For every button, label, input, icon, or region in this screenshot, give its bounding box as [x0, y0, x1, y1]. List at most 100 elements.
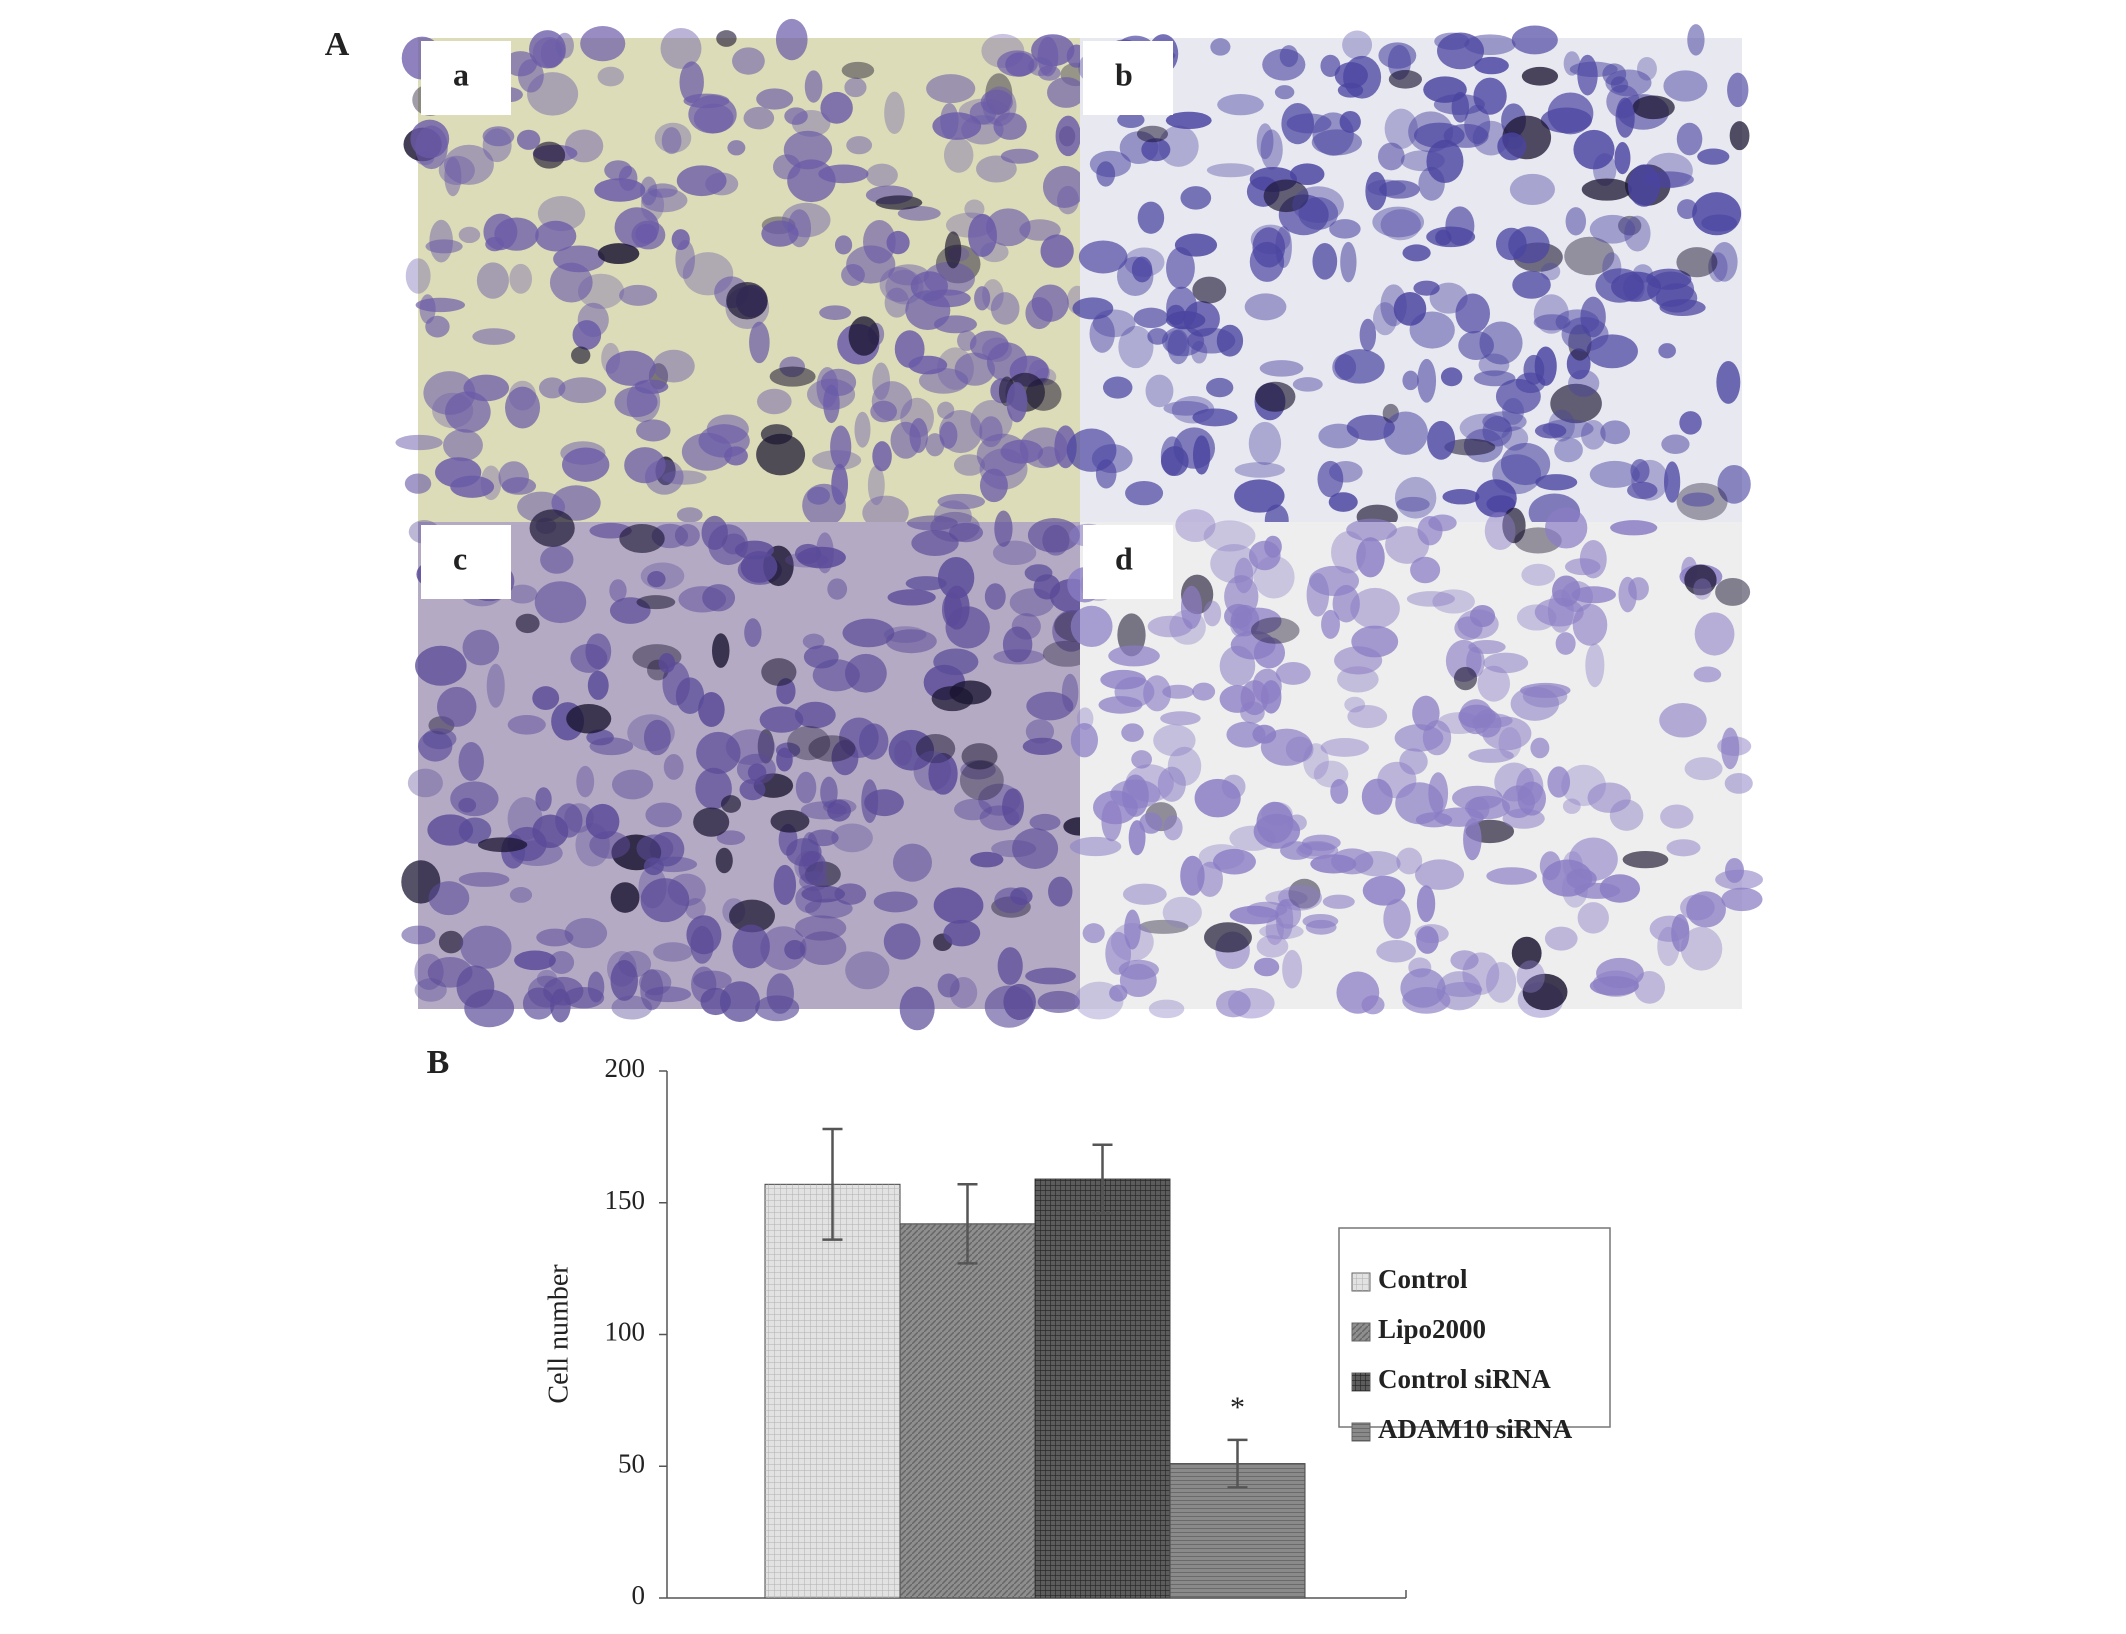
cell: [1192, 276, 1227, 304]
cell: [686, 915, 722, 955]
cell: [1024, 564, 1053, 582]
cell: [1687, 24, 1705, 56]
cell: [1502, 507, 1526, 544]
cell: [676, 507, 703, 523]
cell: [1516, 604, 1557, 631]
cell: [1274, 85, 1295, 100]
cell: [1383, 898, 1411, 940]
cell: [1618, 576, 1637, 613]
cell: [1318, 423, 1359, 449]
cell: [458, 797, 477, 813]
cell: [1396, 847, 1423, 875]
cell: [1379, 180, 1420, 199]
cell: [1632, 95, 1675, 120]
cell: [438, 155, 475, 186]
cell: [1246, 901, 1288, 918]
cell: [1070, 605, 1113, 648]
cell: [1542, 419, 1594, 439]
cell: [1286, 113, 1332, 134]
cell: [866, 163, 898, 187]
cell: [696, 731, 741, 774]
cell: [784, 107, 808, 125]
cell: [462, 629, 500, 666]
cell: [1587, 782, 1631, 813]
cell: [990, 292, 1020, 325]
cell: [1010, 887, 1033, 906]
cell: [1282, 949, 1303, 989]
cell: [1661, 434, 1690, 454]
cell: [415, 645, 467, 686]
cell: [1509, 173, 1556, 206]
cell: [529, 30, 566, 69]
cell: [944, 231, 962, 269]
cell: [1040, 234, 1074, 268]
cell: [1462, 952, 1500, 995]
micrograph: b: [1066, 24, 1751, 537]
cell: [1522, 684, 1568, 708]
cell: [1725, 857, 1745, 883]
cell: [1256, 123, 1274, 160]
cell: [1110, 922, 1154, 962]
cell: [1544, 926, 1578, 951]
cell: [944, 585, 970, 630]
cell: [640, 176, 658, 206]
cell: [1484, 511, 1516, 551]
cell: [587, 670, 609, 700]
cell: [1206, 163, 1255, 178]
cell: [954, 352, 996, 386]
cell: [848, 316, 880, 356]
cell: [1069, 836, 1122, 857]
cell: [883, 923, 921, 960]
cell: [1555, 309, 1600, 335]
cell: [932, 112, 982, 140]
cell: [660, 27, 702, 69]
cell: [1025, 719, 1055, 744]
cell: [1312, 243, 1338, 280]
cell: [548, 951, 575, 974]
cell: [1131, 750, 1153, 769]
cell: [1203, 600, 1222, 627]
legend-swatch-pattern: [1352, 1423, 1370, 1441]
cell: [1192, 682, 1216, 701]
cell: [1550, 383, 1602, 424]
cell: [1671, 913, 1690, 952]
cell: [1679, 411, 1702, 435]
cell: [937, 493, 986, 510]
cell: [654, 122, 692, 153]
cell: [1042, 165, 1086, 209]
cell: [743, 106, 775, 130]
cell: [724, 446, 748, 466]
cell: [1396, 496, 1430, 512]
cell: [576, 765, 595, 798]
cell: [1158, 125, 1199, 167]
cell: [1721, 727, 1740, 770]
cell: [761, 658, 797, 686]
cell: [992, 540, 1037, 566]
cell: [1197, 861, 1223, 897]
cell: [939, 421, 958, 449]
cell: [1581, 178, 1632, 201]
cell: [1523, 354, 1545, 385]
cell: [1434, 32, 1470, 50]
cell: [533, 141, 566, 169]
cell: [1486, 867, 1537, 885]
cell: [953, 798, 992, 821]
cell: [1180, 585, 1203, 629]
cell: [1102, 376, 1133, 399]
cell: [1160, 711, 1201, 726]
cell: [1694, 612, 1735, 656]
cell: [509, 263, 533, 294]
legend-swatch-pattern: [1352, 1273, 1370, 1291]
cell: [887, 589, 936, 606]
cell: [1684, 564, 1717, 596]
cell: [794, 701, 836, 729]
cell: [1581, 419, 1606, 450]
cell: [1522, 973, 1568, 1011]
cell: [834, 883, 867, 905]
cell: [1157, 766, 1186, 802]
cell: [476, 262, 509, 299]
cell: [534, 581, 587, 624]
cell: [1362, 875, 1406, 906]
